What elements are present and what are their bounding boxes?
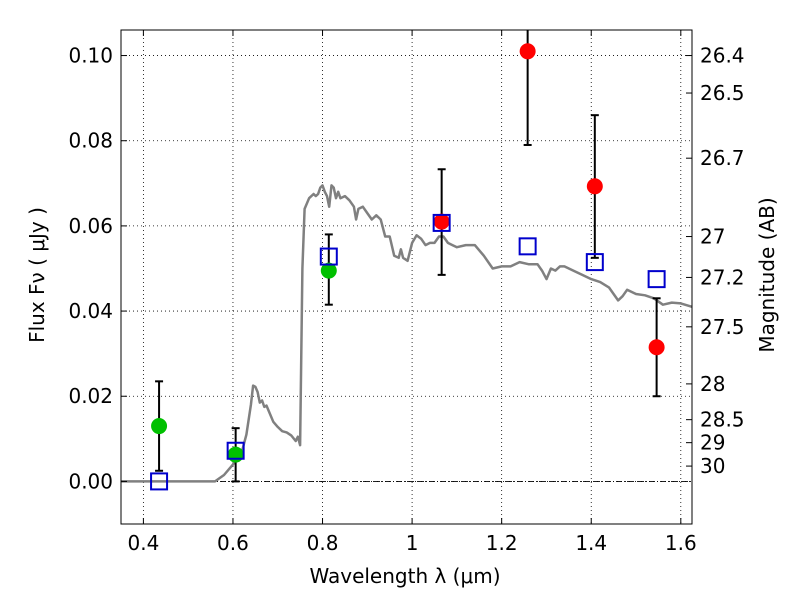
sed-curve-group bbox=[121, 184, 693, 483]
sed-model-curve bbox=[121, 184, 693, 483]
model-flux-square bbox=[319, 247, 338, 266]
x-tick-label: 0.4 bbox=[127, 531, 159, 555]
mag-tick-label: 27 bbox=[700, 225, 725, 249]
model-flux-square bbox=[647, 270, 666, 289]
y-tick-label: 0.04 bbox=[68, 299, 113, 323]
mag-tick-label: 30 bbox=[700, 454, 725, 478]
y-tick-label: 0.08 bbox=[68, 129, 113, 153]
model-flux-square bbox=[518, 237, 537, 256]
y-tick-label: 0.10 bbox=[68, 44, 113, 68]
plot-border bbox=[120, 29, 693, 525]
model-flux-square bbox=[150, 472, 169, 491]
green-data-point bbox=[227, 446, 244, 463]
mag-tick-label: 26.4 bbox=[700, 44, 745, 68]
x-tick-label: 1 bbox=[406, 531, 419, 555]
x-tick-label: 0.6 bbox=[217, 531, 249, 555]
mag-tick-label: 26.5 bbox=[700, 81, 745, 105]
model-flux-square bbox=[226, 441, 245, 460]
x-tick-label: 0.8 bbox=[307, 531, 339, 555]
x-tick-label: 1.4 bbox=[575, 531, 607, 555]
green-data-point bbox=[320, 262, 337, 279]
x-axis-title: Wavelength λ (μm) bbox=[309, 564, 500, 588]
model-flux-square bbox=[585, 253, 604, 272]
plot-frame bbox=[120, 29, 693, 525]
red-data-point bbox=[519, 43, 536, 60]
red-data-point bbox=[648, 339, 665, 356]
x-tick-label: 1.2 bbox=[486, 531, 518, 555]
model-flux-square bbox=[432, 213, 451, 232]
x-tick-label: 1.6 bbox=[665, 531, 697, 555]
y-tick-label: 0.06 bbox=[68, 214, 113, 238]
right-axis-title: Magnitude (AB) bbox=[755, 197, 779, 352]
y-tick-label: 0.02 bbox=[68, 384, 113, 408]
mag-tick-label: 28 bbox=[700, 372, 725, 396]
mag-tick-label: 26.7 bbox=[700, 146, 745, 170]
green-data-point bbox=[151, 418, 168, 435]
markers bbox=[150, 43, 666, 491]
ticks: 0.4 0.6 0.8 1 1.2 1.4 1.6 0.00 0.02 0.04 0.06 0.08 0… bbox=[68, 30, 745, 555]
mag-tick-label: 27.2 bbox=[700, 265, 745, 289]
mag-tick-label: 27.5 bbox=[700, 315, 745, 339]
mag-tick-label: 29 bbox=[700, 431, 725, 455]
grid bbox=[121, 30, 692, 524]
y-axis-title: Flux Fν ( μJy ) bbox=[25, 207, 49, 343]
red-data-point bbox=[586, 178, 603, 195]
red-data-point bbox=[433, 213, 450, 230]
y-tick-label: 0.00 bbox=[68, 469, 113, 493]
mag-tick-label: 28.5 bbox=[700, 408, 745, 432]
